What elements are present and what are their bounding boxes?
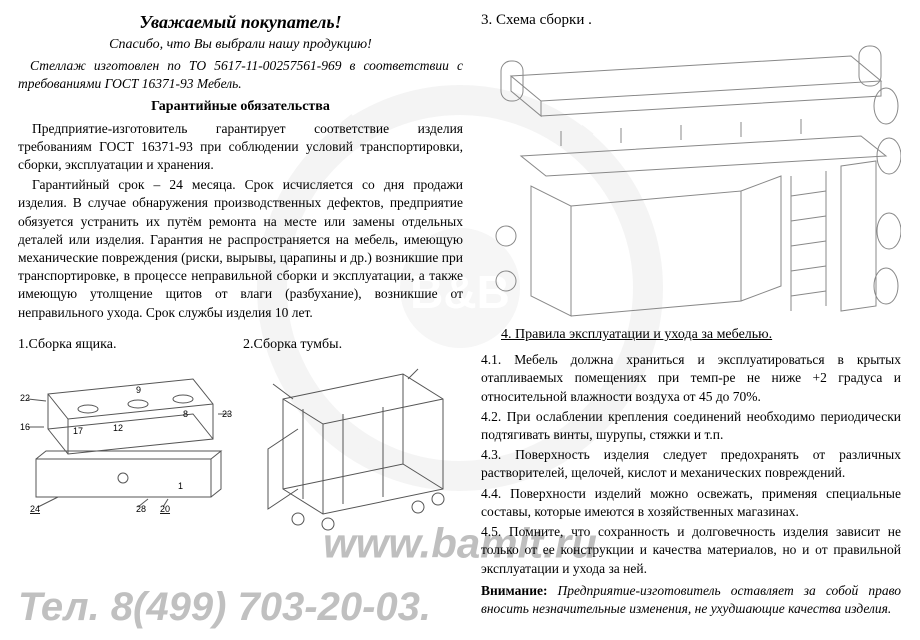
rule-4-2: 4.2. При ослаблении крепления соединений…: [481, 408, 901, 444]
svg-text:12: 12: [113, 423, 123, 433]
intro-text: Стеллаж изготовлен по ТО 5617-11-0025756…: [18, 57, 463, 93]
main-title: Уважаемый покупатель!: [18, 10, 463, 34]
warranty-p2: Гарантийный срок – 24 месяца. Срок исчис…: [18, 176, 463, 322]
svg-text:17: 17: [73, 426, 83, 436]
svg-text:16: 16: [20, 422, 30, 432]
section-1-label: 1.Сборка ящика.: [18, 336, 233, 355]
svg-text:20: 20: [160, 504, 170, 514]
rule-4-4: 4.4. Поверхности изделий можно освежать,…: [481, 485, 901, 521]
rule-4-3: 4.3. Поверхность изделия следует предохр…: [481, 446, 901, 482]
attention-block: Внимание: Предприятие-изготовитель остав…: [481, 582, 901, 618]
svg-text:8: 8: [183, 409, 188, 419]
svg-text:24: 24: [30, 504, 40, 514]
right-column: 3. Схема сборки .: [481, 10, 901, 618]
section-2-label: 2.Сборка тумбы.: [243, 336, 458, 355]
rules-heading: 4. Правила эксплуатации и ухода за мебел…: [481, 326, 901, 345]
diagram-assembly-scheme: [481, 36, 901, 326]
rule-4-5: 4.5. Помните, что сохранность и долговеч…: [481, 523, 901, 578]
rule-4-1: 4.1. Мебель должна храниться и эксплуати…: [481, 351, 901, 406]
page-content: Уважаемый покупатель! Спасибо, что Вы вы…: [0, 0, 920, 628]
warranty-heading: Гарантийные обязательства: [18, 98, 463, 117]
warranty-p1: Предприятие-изготовитель гарантирует соо…: [18, 120, 463, 175]
section-3-label: 3. Схема сборки .: [481, 10, 901, 30]
svg-text:9: 9: [136, 385, 141, 395]
diagram-cabinet: [243, 359, 458, 534]
attention-label: Внимание:: [481, 583, 547, 598]
svg-text:23: 23: [222, 409, 232, 419]
svg-text:1: 1: [178, 481, 183, 491]
diagram-drawer: 22 16 17 12 9 8 23 24 28 20 1: [18, 359, 233, 514]
svg-text:28: 28: [136, 504, 146, 514]
subtitle: Спасибо, что Вы выбрали нашу продукцию!: [18, 36, 463, 55]
svg-text:22: 22: [20, 393, 30, 403]
left-column: Уважаемый покупатель! Спасибо, что Вы вы…: [18, 10, 463, 618]
